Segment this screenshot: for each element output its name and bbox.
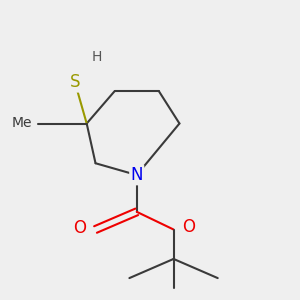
Text: O: O [182,218,195,236]
Text: S: S [70,73,80,91]
Text: N: N [130,166,143,184]
Text: H: H [92,50,102,64]
Text: Me: Me [12,116,32,130]
Text: O: O [73,219,86,237]
